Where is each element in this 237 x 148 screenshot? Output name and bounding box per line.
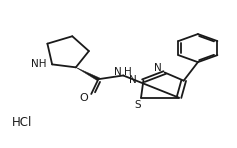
Text: HCl: HCl [12, 116, 32, 129]
Polygon shape [76, 67, 100, 80]
Text: NH: NH [31, 59, 47, 69]
Text: N: N [129, 75, 137, 85]
Text: S: S [134, 100, 141, 110]
Text: N: N [114, 67, 121, 77]
Text: O: O [80, 93, 88, 103]
Text: N: N [154, 63, 161, 73]
Text: H: H [124, 67, 132, 77]
